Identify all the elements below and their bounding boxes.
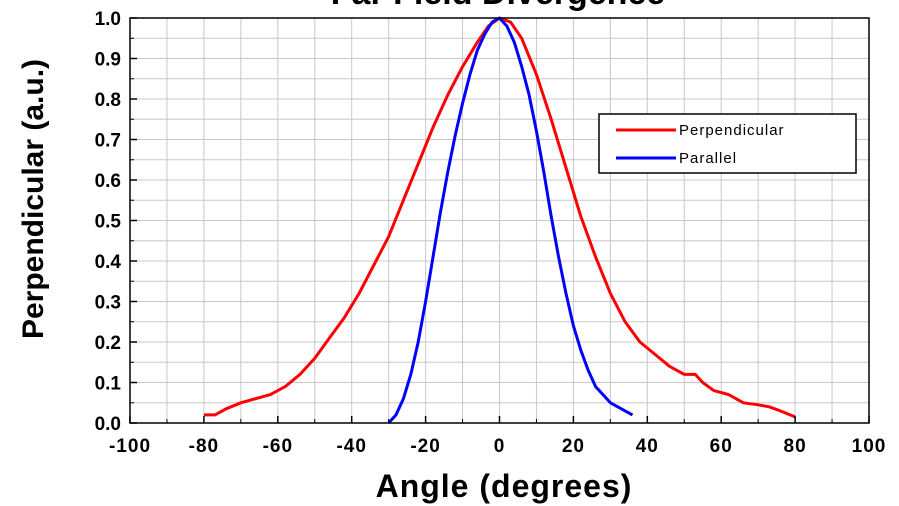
x-tick-label: -100	[109, 436, 151, 457]
y-tick-label: 0.8	[95, 90, 121, 111]
chart-title: Far Field Divergence	[331, 0, 665, 12]
y-tick-label: 0.1	[95, 374, 122, 395]
y-tick-label: 0.0	[95, 414, 121, 435]
y-axis-label: Perpendicular (a.u.)	[17, 59, 50, 339]
x-tick-label: 80	[784, 436, 807, 457]
legend-label-perpendicular: Perpendicular	[679, 122, 785, 139]
x-tick-label: -80	[189, 436, 219, 457]
y-tick-label: 0.3	[95, 293, 121, 314]
x-tick-label: 20	[562, 436, 585, 457]
y-tick-label: 0.7	[95, 131, 121, 152]
series-line-perpendicular	[203, 16, 796, 419]
y-tick-label: 0.4	[95, 252, 122, 273]
grid	[130, 18, 869, 423]
x-tick-label: 60	[710, 436, 733, 457]
y-tick-label: 1.0	[95, 9, 121, 30]
legend-label-parallel: Parallel	[679, 150, 737, 167]
x-tick-label: -60	[263, 436, 293, 457]
y-tick-label: 0.6	[95, 171, 121, 192]
series-lines	[203, 16, 796, 425]
y-tick-label: 0.5	[95, 212, 122, 233]
x-tick-label: 100	[852, 436, 887, 457]
tick-labels: -100 -80 -60 -40 -20 0 20 40 60 80 100 0.0 0.1 0.2 0.3…	[95, 9, 887, 457]
series-line-parallel	[387, 16, 634, 425]
x-tick-label: -20	[410, 436, 440, 457]
legend: Perpendicular Parallel	[598, 113, 857, 174]
x-axis-label: Angle (degrees)	[376, 468, 633, 504]
x-tick-label: 0	[494, 436, 506, 457]
x-tick-label: 40	[636, 436, 659, 457]
y-tick-label: 0.2	[95, 333, 121, 354]
x-tick-label: -40	[336, 436, 366, 457]
axis-ticks	[129, 17, 870, 424]
y-tick-label: 0.9	[95, 50, 121, 71]
legend-box	[598, 113, 857, 174]
